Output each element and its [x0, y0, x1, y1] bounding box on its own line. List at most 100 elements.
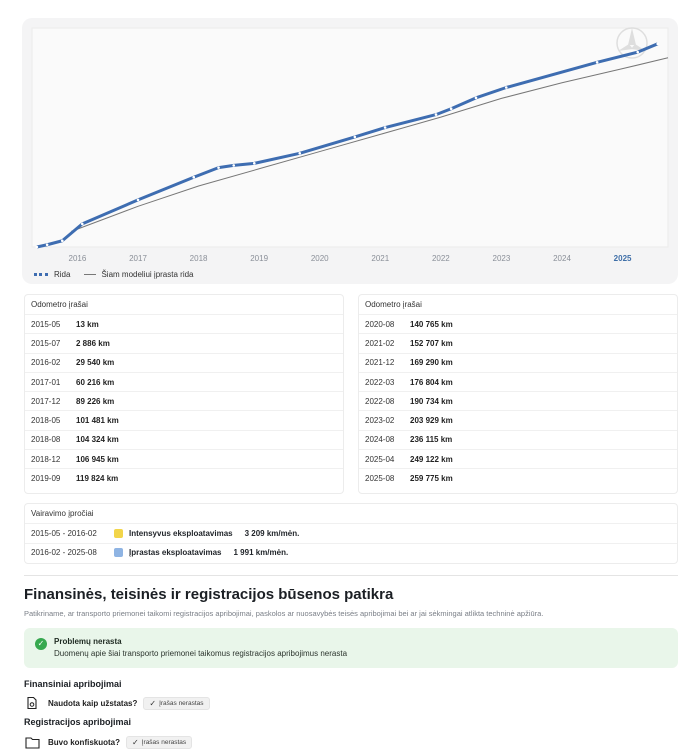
- status-badge: ✓ Įrašas nerastas: [143, 696, 210, 710]
- mileage-point[interactable]: [353, 135, 357, 139]
- habit-type: Intensyvus eksploatavimas: [129, 528, 233, 538]
- odometer-row: 2022-08 190 734 km: [359, 391, 677, 410]
- badge-label: Įrašas nerastas: [159, 699, 204, 707]
- habit-color-swatch: [114, 528, 123, 538]
- mileage-point[interactable]: [80, 222, 84, 226]
- mileage-point[interactable]: [298, 151, 302, 155]
- odometer-date: 2021-02: [365, 338, 395, 348]
- mileage-point[interactable]: [595, 61, 599, 64]
- odometer-value: 2 886 km: [76, 338, 110, 348]
- driving-habits-header: Vairavimo įpročiai: [31, 509, 94, 518]
- odometer-date: 2025-08: [365, 474, 395, 484]
- document-icon: [24, 695, 40, 711]
- habit-period: 2016-02 - 2025-08: [31, 548, 97, 558]
- mileage-point[interactable]: [383, 126, 387, 129]
- odometer-table-left: Odometro įrašai 2015-05 13 km 2015-07 2 88…: [24, 294, 344, 494]
- odometer-date: 2017-12: [31, 396, 61, 406]
- odometer-value: 169 290 km: [410, 358, 453, 368]
- odometer-row: 2025-08 259 775 km: [359, 468, 677, 487]
- x-tick-label: 2024: [553, 254, 571, 263]
- x-tick-label: 2022: [432, 254, 450, 263]
- odometer-date: 2018-05: [31, 416, 61, 426]
- mileage-point[interactable]: [60, 239, 64, 243]
- odometer-header: Odometro įrašai: [31, 300, 88, 309]
- habit-rate: 1 991 km/mėn.: [233, 548, 289, 558]
- legend-typical-label: Šiam modeliui įprasta rida: [101, 270, 194, 279]
- odometer-row: 2017-12 89 226 km: [25, 391, 343, 410]
- alert-title: Problemų nerasta: [54, 637, 122, 646]
- odometer-table-right: Odometro įrašai 2020-08 140 765 km 2021-0…: [358, 294, 678, 494]
- habit-rate: 3 209 km/mėn.: [244, 528, 300, 538]
- odometer-date: 2024-08: [365, 435, 395, 445]
- mileage-point[interactable]: [434, 113, 438, 116]
- check-circle-icon: ✓: [35, 638, 47, 650]
- habit-type: Įprastas eksploatavimas: [129, 548, 222, 558]
- folder-icon: [24, 734, 40, 750]
- x-tick-label: 2016: [69, 254, 87, 263]
- mileage-point[interactable]: [192, 175, 196, 179]
- odometer-row: 2021-12 169 290 km: [359, 352, 677, 372]
- odometer-row: 2019-09 119 824 km: [25, 468, 343, 487]
- odometer-date: 2022-03: [365, 377, 395, 387]
- mileage-point[interactable]: [504, 86, 508, 89]
- typical-mileage-line: [71, 57, 669, 232]
- x-tick-label: 2020: [311, 254, 329, 263]
- alert-message: Duomenų apie šiai transporto priemonei t…: [54, 649, 348, 658]
- x-tick-label: 2018: [190, 254, 208, 263]
- odometer-row: 2021-02 152 707 km: [359, 333, 677, 352]
- no-issues-alert: ✓ Problemų nerasta Duomenų apie šiai tra…: [24, 628, 678, 668]
- x-tick-label: 2021: [371, 254, 389, 263]
- odometer-date: 2016-02: [31, 358, 61, 368]
- odometer-value: 203 929 km: [410, 416, 453, 426]
- odometer-date: 2022-08: [365, 396, 395, 406]
- odometer-date: 2021-12: [365, 358, 395, 368]
- odometer-value: 152 707 km: [410, 338, 453, 348]
- odometer-row: 2020-08 140 765 km: [359, 314, 677, 333]
- section-divider: [24, 575, 678, 576]
- odometer-row: 2024-08 236 115 km: [359, 429, 677, 449]
- x-tick-label: 2019: [250, 254, 268, 263]
- confiscation-question: Buvo konfiskuota?: [48, 737, 121, 747]
- mileage-point[interactable]: [217, 166, 220, 169]
- mileage-point[interactable]: [136, 198, 140, 202]
- driving-habit-row: 2015-05 - 2016-02 Intensyvus eksploatavi…: [25, 523, 677, 543]
- registration-restrictions-title: Registracijos apribojimai: [24, 717, 132, 727]
- odometer-date: 2019-09: [31, 474, 61, 484]
- odometer-value: 60 216 km: [76, 377, 115, 387]
- mileage-chart: 2016 2017 2018 2019 2020 2021 2022 2023 2024 2025: [31, 27, 669, 263]
- mileage-point[interactable]: [474, 96, 478, 100]
- chart-legend: Rida Šiam modeliui įprasta rida: [34, 270, 194, 279]
- odometer-date: 2023-02: [365, 416, 395, 426]
- legend-rida-swatch: [34, 273, 48, 276]
- odometer-row: 2018-12 106 945 km: [25, 449, 343, 468]
- odometer-row: 2018-05 101 481 km: [25, 410, 343, 429]
- section-description: Patikriname, ar transporto priemonei tai…: [24, 609, 544, 618]
- odometer-value: 101 481 km: [76, 416, 119, 426]
- habit-color-swatch: [114, 548, 123, 558]
- odometer-value: 29 540 km: [76, 358, 115, 368]
- odometer-row: 2022-03 176 804 km: [359, 371, 677, 391]
- collateral-check-item: Naudota kaip užstatas? ✓ Įrašas nerastas: [24, 695, 210, 711]
- mileage-point[interactable]: [35, 245, 39, 249]
- mileage-chart-card: 2016 2017 2018 2019 2020 2021 2022 2023 2024 2025…: [22, 18, 678, 284]
- odometer-value: 190 734 km: [410, 396, 453, 406]
- odometer-value: 89 226 km: [76, 396, 115, 406]
- mileage-point[interactable]: [232, 164, 236, 167]
- mileage-point[interactable]: [252, 162, 256, 165]
- confiscation-check-item: Buvo konfiskuota? ✓ Įrašas nerastas: [24, 734, 193, 750]
- odometer-row: 2015-05 13 km: [25, 314, 343, 333]
- odometer-value: 106 945 km: [76, 454, 119, 464]
- driving-habit-row: 2016-02 - 2025-08 Įprastas eksploatavima…: [25, 542, 677, 563]
- mileage-point[interactable]: [449, 107, 453, 111]
- mileage-point[interactable]: [636, 50, 640, 54]
- collateral-question: Naudota kaip užstatas?: [48, 698, 138, 708]
- x-tick-label: 2023: [493, 254, 511, 263]
- odometer-value: 140 765 km: [410, 319, 453, 329]
- odometer-date: 2015-05: [31, 319, 61, 329]
- badge-label: Įrašas nerastas: [141, 738, 187, 746]
- odometer-row: 2015-07 2 886 km: [25, 333, 343, 352]
- mileage-point[interactable]: [45, 243, 49, 247]
- mileage-point[interactable]: [656, 42, 660, 46]
- odometer-date: 2017-01: [31, 377, 61, 387]
- odometer-row: 2023-02 203 929 km: [359, 410, 677, 429]
